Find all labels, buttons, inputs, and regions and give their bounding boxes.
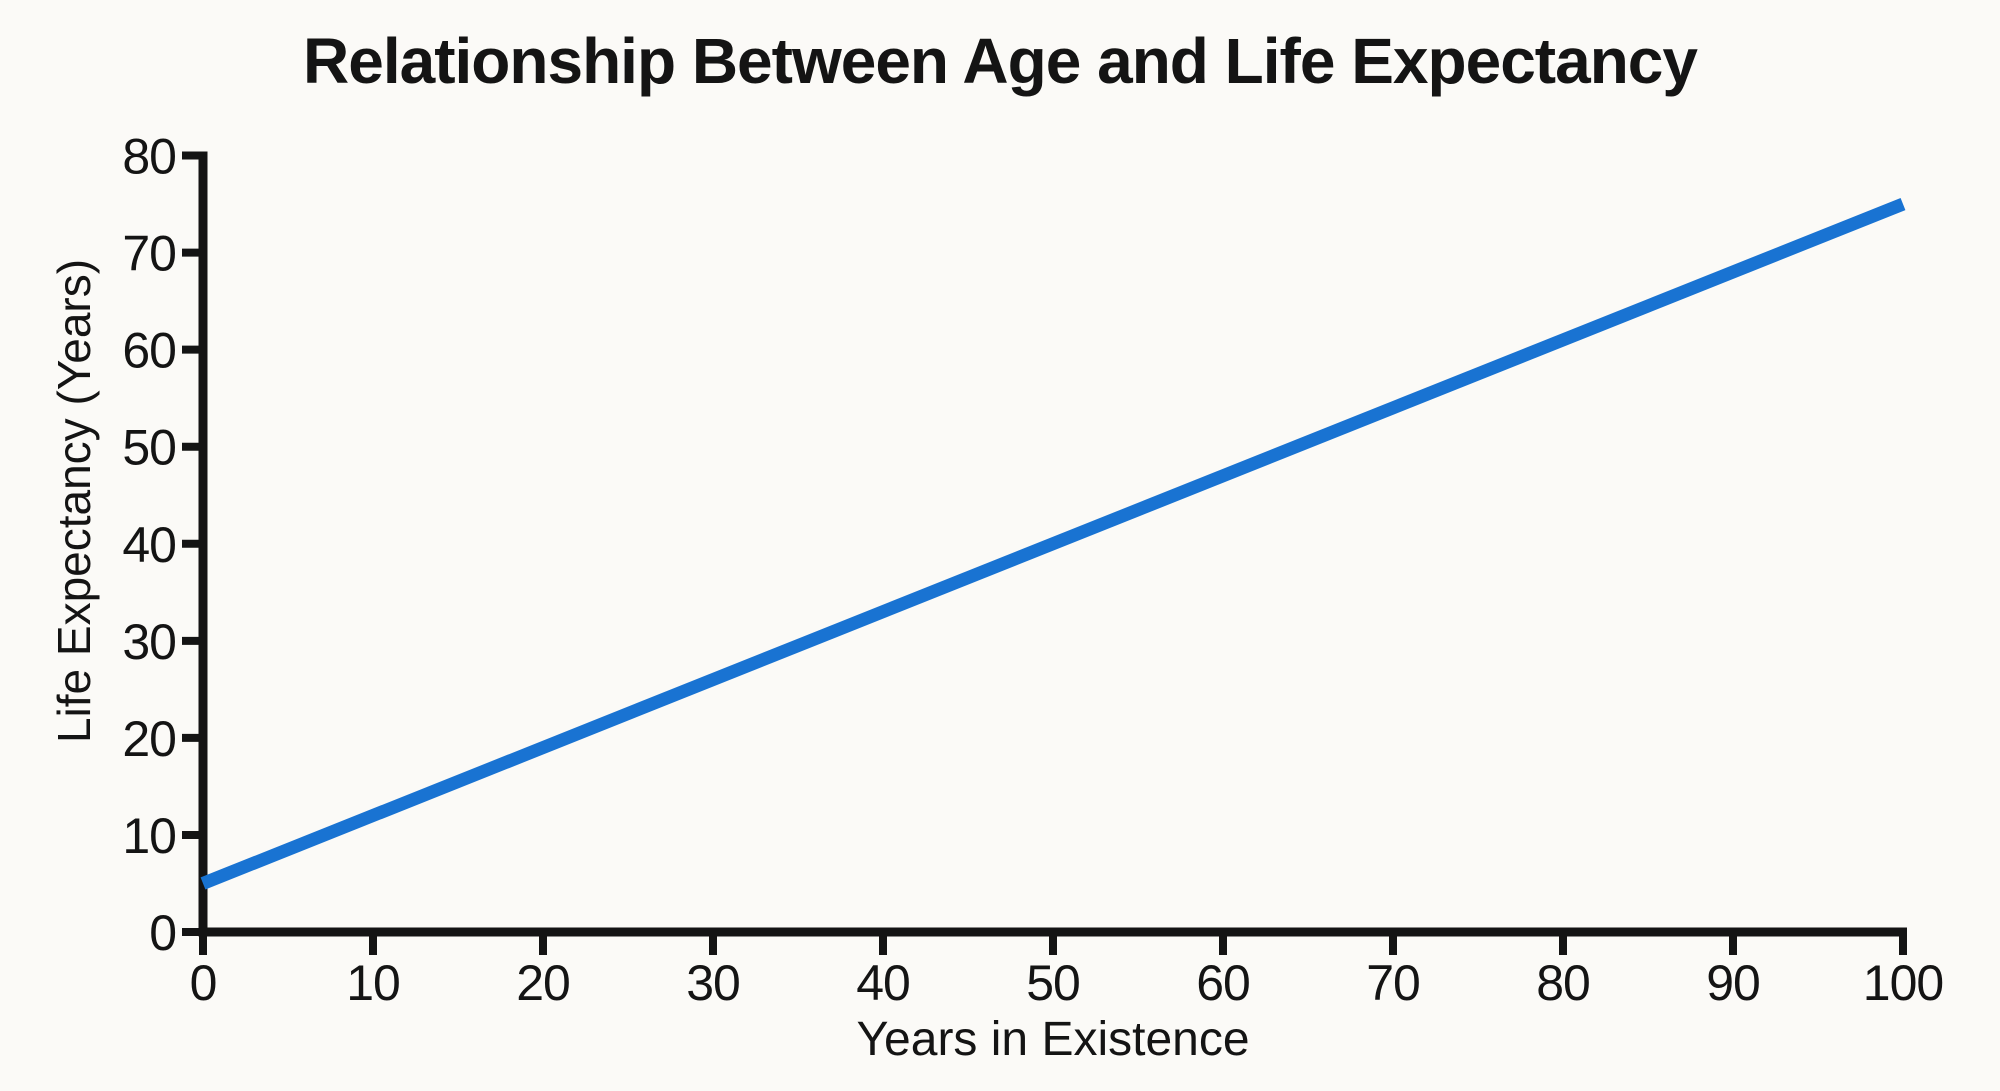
y-tick-label: 30 — [122, 614, 176, 670]
x-tick-label: 100 — [1863, 955, 1943, 1011]
x-tick-label: 10 — [346, 955, 400, 1011]
x-tick-label: 30 — [686, 955, 740, 1011]
y-tick-label: 0 — [149, 905, 176, 961]
x-tick-label: 40 — [856, 955, 910, 1011]
x-tick-label: 80 — [1536, 955, 1590, 1011]
x-tick-label: 70 — [1366, 955, 1420, 1011]
y-tick-label: 40 — [122, 517, 176, 573]
chart-title: Relationship Between Age and Life Expect… — [303, 25, 1698, 97]
y-tick-label: 20 — [122, 711, 176, 767]
x-tick-label: 50 — [1026, 955, 1080, 1011]
x-tick-label: 60 — [1196, 955, 1250, 1011]
y-tick-label: 50 — [122, 420, 176, 476]
y-tick-label: 80 — [122, 129, 176, 185]
x-tick-label: 20 — [516, 955, 570, 1011]
data-line — [200, 197, 1906, 890]
y-tick-label: 10 — [122, 808, 176, 864]
x-tick-label: 0 — [190, 955, 217, 1011]
y-tick-label: 70 — [122, 226, 176, 282]
x-tick-label: 90 — [1706, 955, 1760, 1011]
x-axis-label: Years in Existence — [856, 1013, 1250, 1066]
y-tick-label: 60 — [122, 323, 176, 379]
